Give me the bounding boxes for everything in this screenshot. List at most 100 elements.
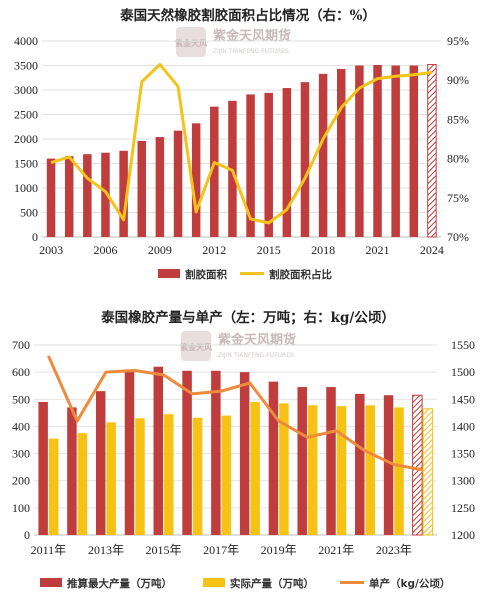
chart-2-x-axis: 2011年 2013年 2015年 2017年 2019年 2021年 2023年: [31, 543, 412, 557]
bar-max-output: [412, 394, 423, 536]
bar-tapping-area: [355, 65, 364, 237]
chart-1-bars: [46, 64, 437, 238]
chart-2-bars: [38, 366, 434, 536]
y-tick-label: 3500: [14, 59, 38, 73]
bar-tapping-area: [119, 150, 128, 237]
watermark-seal-text: 紫金天风: [175, 38, 207, 48]
bar-actual-output: [135, 418, 145, 535]
x-tick-label: 2019年: [261, 543, 297, 557]
x-tick-label: 2003: [39, 243, 63, 257]
bar-actual-output: [250, 402, 260, 535]
y2-tick-label: 1450: [451, 392, 475, 406]
x-tick-label: 2021年: [318, 543, 354, 557]
bar-tapping-area: [83, 154, 92, 237]
watermark-seal-text: 紫金天风: [180, 342, 212, 352]
y2-tick-label: 1400: [451, 419, 475, 433]
bar-actual-output: [422, 408, 434, 536]
bar-actual-output: [164, 414, 174, 535]
x-tick-label: 2021: [366, 243, 390, 257]
bar-max-output: [153, 366, 164, 535]
legend-swatch-tapping-area: [158, 269, 180, 278]
line-tapping-share: [50, 63, 433, 225]
x-tick-label: 2012: [202, 243, 226, 257]
bar-max-output: [67, 407, 77, 535]
chart-1-x-axis: 2003 2006 2009 2012 2015 2018 2021 2024: [39, 243, 444, 257]
y-tick-label: 700: [12, 338, 30, 352]
bar-actual-output: [394, 407, 404, 535]
x-tick-label: 2017年: [203, 543, 239, 557]
legend-swatch-max-output: [40, 578, 62, 587]
bar-actual-output: [48, 438, 59, 535]
x-tick-label: 2018: [311, 243, 335, 257]
chart-1-title: 泰国天然橡胶割胶面积占比情况（右：%）: [119, 7, 376, 24]
y-tick-label: 100: [12, 501, 30, 515]
legend-label-actual-output: 实际产量（万吨）: [230, 577, 314, 590]
y-tick-label: 1000: [14, 181, 38, 195]
y-tick-label: 200: [12, 474, 30, 488]
chart-2-y-axis: 0 100 200 300 400 500 600 700: [12, 338, 30, 542]
y-tick-label: 300: [12, 447, 30, 461]
bar-tapping-area: [246, 94, 255, 237]
bar-max-output: [182, 370, 192, 535]
bar-max-output: [268, 381, 279, 535]
bar-actual-output: [106, 422, 116, 535]
legend-label-tapping-share: 割胶面积占比: [269, 268, 332, 281]
bar-tapping-area: [373, 65, 382, 237]
bar-actual-output: [336, 406, 347, 535]
x-tick-label: 2006: [93, 243, 117, 257]
y2-tick-label: 85%: [447, 112, 469, 126]
bar-tapping-area: [173, 130, 183, 237]
x-tick-label: 2015年: [146, 543, 182, 557]
chart-2-line-series: [47, 355, 423, 472]
bar-max-output: [95, 391, 106, 535]
bar-max-output: [355, 393, 365, 535]
bar-tapping-area: [409, 65, 419, 237]
y2-tick-label: 80%: [447, 152, 469, 166]
chart-1-line-series: [50, 63, 433, 225]
y2-tick-label: 1500: [451, 365, 475, 379]
y2-tick-label: 1300: [451, 474, 475, 488]
watermark-text: 紫金天风期货: [213, 28, 291, 44]
y-tick-label: 4000: [14, 34, 38, 48]
bar-tapping-area: [391, 65, 400, 237]
watermark-1: 紫金天风 紫金天风期货 ZIJIN TIANFENG FUTURES: [175, 27, 291, 57]
bar-tapping-area: [318, 73, 328, 237]
chart-1-legend: 割胶面积 割胶面积占比: [158, 268, 332, 281]
x-tick-label: 2023年: [376, 543, 412, 557]
y-tick-label: 2000: [14, 132, 38, 146]
y-tick-label: 3000: [14, 83, 38, 97]
line-yield: [47, 355, 423, 472]
chart-2-output-yield: 泰国橡胶产量与单产（左：万吨；右：kg/公顷） 紫金天风 紫金天风期货 ZIJI…: [12, 309, 475, 590]
y-tick-label: 500: [12, 392, 30, 406]
chart-2-title: 泰国橡胶产量与单产（左：万吨；右：kg/公顷）: [100, 309, 395, 326]
bar-max-output: [297, 387, 307, 535]
y2-tick-label: 95%: [447, 34, 469, 48]
bar-max-output: [383, 395, 394, 535]
bar-tapping-area: [191, 123, 201, 237]
y2-tick-label: 90%: [447, 73, 469, 87]
bar-tapping-area: [137, 140, 146, 237]
bar-tapping-area: [300, 82, 310, 237]
bar-tapping-area: [427, 64, 437, 238]
watermark-subtext: ZIJIN TIANFENG FUTURES: [213, 48, 289, 55]
watermark-seal: [176, 27, 206, 57]
bar-actual-output: [192, 417, 203, 535]
chart-1-tapping-area: 泰国天然橡胶割胶面积占比情况（右：%） 紫金天风 紫金天风期货 ZIJIN TI…: [14, 7, 469, 281]
y2-tick-label: 1350: [451, 447, 475, 461]
chart-2-y2-axis: 1200 1250 1300 1350 1400 1450 1500 1550: [451, 338, 475, 542]
bar-max-output: [326, 387, 336, 535]
bar-tapping-area: [337, 68, 346, 238]
y2-tick-label: 75%: [447, 191, 469, 205]
y2-tick-label: 1200: [451, 528, 475, 542]
bar-max-output: [239, 372, 250, 535]
x-tick-label: 2009: [148, 243, 172, 257]
bar-max-output: [211, 370, 221, 535]
bar-tapping-area: [101, 152, 110, 237]
bar-max-output: [38, 402, 48, 535]
y-tick-label: 600: [12, 365, 30, 379]
y-tick-label: 2500: [14, 108, 38, 122]
y-tick-label: 400: [12, 419, 30, 433]
bar-actual-output: [279, 403, 289, 535]
y2-tick-label: 1550: [451, 338, 475, 352]
